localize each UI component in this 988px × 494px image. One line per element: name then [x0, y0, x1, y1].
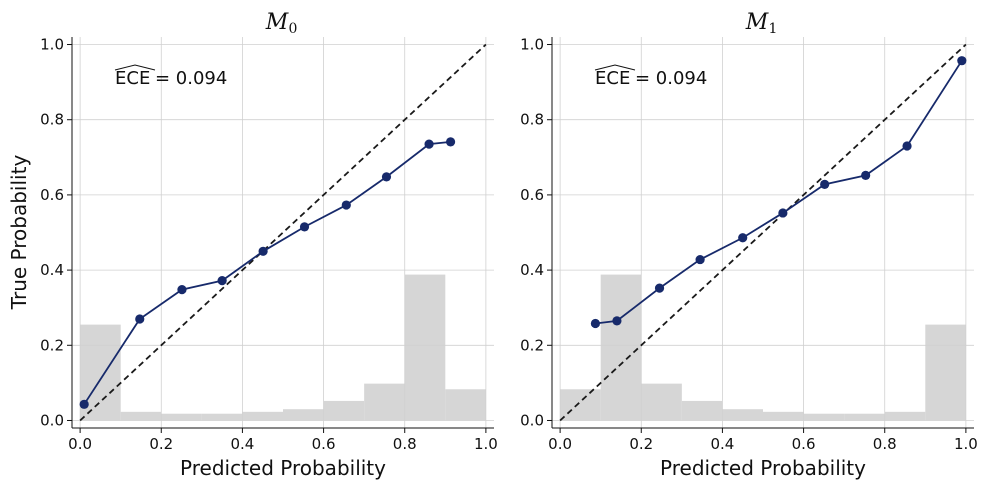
calibration-point — [778, 208, 788, 218]
y-tick-label: 0.8 — [520, 111, 544, 129]
calibration-point — [654, 283, 665, 293]
calibration-point — [695, 254, 705, 265]
panel-title-subscript: 0 — [289, 21, 298, 37]
y-tick-label: 1.0 — [520, 36, 544, 54]
x-tick-label: 0.2 — [149, 435, 173, 453]
ece-hat — [114, 64, 156, 71]
histogram-bar — [722, 409, 763, 421]
calibration-point — [820, 179, 830, 189]
x-tick-label: 1.0 — [474, 435, 498, 453]
calibration-point — [424, 139, 434, 149]
calibration-point — [445, 137, 456, 147]
histogram-bar — [201, 413, 243, 421]
x-tick-label: 0.8 — [393, 435, 417, 453]
calibration-point — [79, 399, 89, 409]
y-axis-label: True Probability — [7, 155, 31, 311]
x-tick-label: 0.0 — [68, 435, 92, 453]
x-tick-label: 0.4 — [230, 435, 254, 453]
histogram-bar — [884, 411, 926, 421]
histogram-bar — [323, 400, 365, 421]
calibration-point — [258, 246, 268, 256]
calibration-line — [83, 140, 451, 405]
histogram-bar — [560, 389, 601, 421]
calibration-point — [612, 316, 622, 326]
histogram-bar — [283, 409, 324, 421]
x-tick-label: 0.8 — [873, 435, 897, 453]
calibration-point — [177, 285, 187, 295]
calibration-point — [135, 314, 145, 324]
histogram-bar — [763, 411, 804, 421]
panel-title: M — [265, 10, 289, 35]
x-tick-label: 0.4 — [710, 435, 734, 453]
histogram-bar — [404, 274, 446, 421]
calibration-point — [299, 222, 310, 232]
x-axis-label: Predicted Probability — [660, 456, 866, 480]
y-tick-label: 0.2 — [520, 336, 544, 354]
x-tick-label: 1.0 — [954, 435, 978, 453]
calibration-line — [595, 60, 963, 325]
calibration-point — [902, 141, 912, 151]
histogram-bar — [681, 400, 723, 421]
y-tick-label: 0.0 — [520, 411, 544, 429]
calibration-point — [381, 172, 392, 182]
histogram-bar — [120, 411, 162, 421]
histogram-bar — [803, 413, 845, 421]
calibration-point — [861, 170, 871, 180]
histogram-bar — [364, 383, 405, 421]
y-tick-label: 0.6 — [520, 186, 544, 204]
panel-m0: 0.0 0.2 0.4 0.6 0.8 1.0 0.0 0.2 0.4 0.6 0.8 1.0 Pred… — [40, 10, 498, 480]
histogram-bar — [925, 324, 966, 421]
ece-label: ECE — [115, 68, 150, 89]
ece-hat — [594, 64, 636, 71]
calibration-point — [341, 200, 351, 210]
calibration-point — [957, 56, 967, 66]
y-tick-label: 0.2 — [40, 336, 64, 354]
histogram-bar — [641, 383, 682, 421]
x-tick-label: 0.2 — [629, 435, 653, 453]
y-tick-label: 0.6 — [40, 186, 64, 204]
panel-title: M — [745, 10, 769, 35]
calibration-point — [217, 276, 227, 286]
calibration-point — [590, 318, 601, 329]
x-tick-label: 0.0 — [548, 435, 572, 453]
x-tick-label: 0.6 — [792, 435, 816, 453]
panel-m1: 0.0 0.2 0.4 0.6 0.8 1.0 0.0 0.2 0.4 0.6 0.8 1.0 Pred… — [520, 10, 978, 480]
histogram-bar — [242, 411, 283, 421]
ece-value: = 0.094 — [635, 68, 707, 89]
histogram-bar — [445, 389, 486, 421]
y-tick-label: 0.0 — [40, 411, 64, 429]
ece-value: = 0.094 — [155, 68, 227, 89]
ece-label: ECE — [595, 68, 630, 89]
histogram-bar — [161, 413, 202, 421]
calibration-point — [738, 233, 748, 243]
y-tick-label: 1.0 — [40, 36, 64, 54]
x-tick-label: 0.6 — [312, 435, 336, 453]
histogram-bar — [844, 413, 885, 421]
perfect-calibration-line — [559, 43, 967, 422]
perfect-calibration-line — [79, 43, 487, 422]
x-axis-label: Predicted Probability — [180, 456, 386, 480]
y-tick-label: 0.4 — [40, 261, 64, 279]
histogram-bar — [600, 274, 642, 421]
y-tick-label: 0.4 — [520, 261, 544, 279]
panel-title-subscript: 1 — [769, 21, 778, 37]
y-tick-label: 0.8 — [40, 111, 64, 129]
